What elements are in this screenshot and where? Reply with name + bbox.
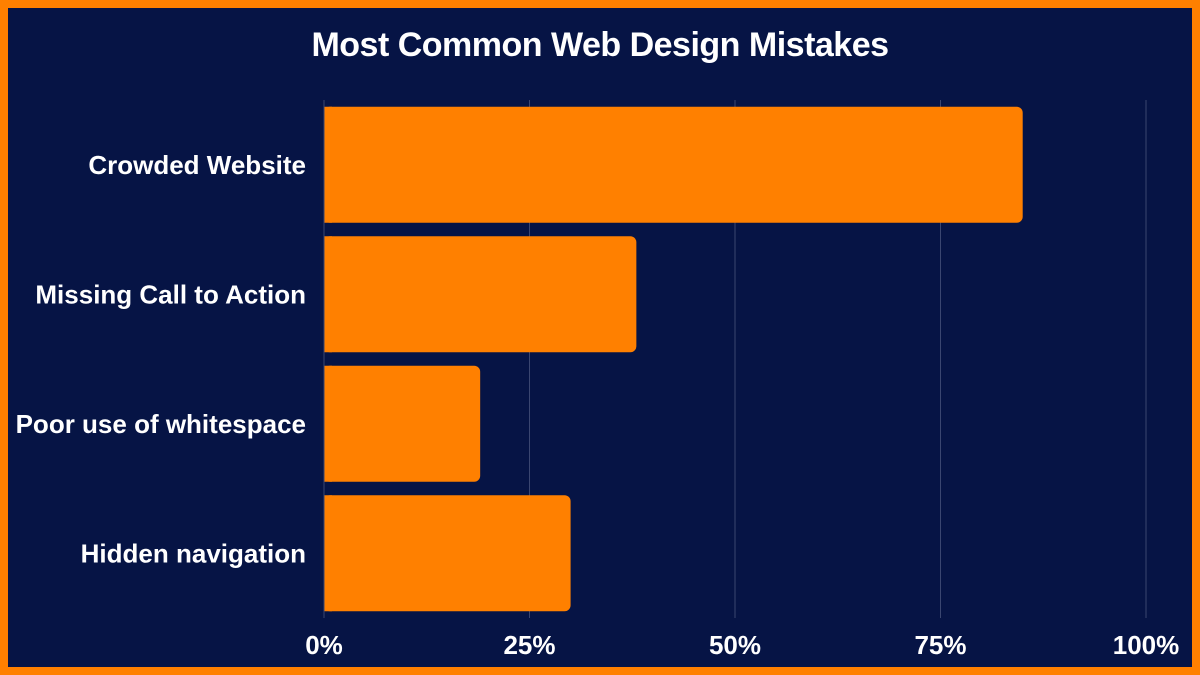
y-category-label: Missing Call to Action: [35, 279, 306, 309]
bar: [324, 495, 571, 612]
chart-frame: Most Common Web Design Mistakes 0% 25% 50%…: [8, 8, 1192, 667]
bar: [324, 236, 637, 353]
bar-left-edge: [324, 495, 332, 612]
y-category-label: Crowded Website: [88, 150, 306, 180]
x-tick-label: 75%: [914, 630, 966, 660]
x-tick-label: 50%: [709, 630, 761, 660]
chart-title: Most Common Web Design Mistakes: [311, 26, 889, 64]
bar-chart: 0% 25% 50% 75% 100% Crowded Website Missing Ca…: [16, 100, 1180, 660]
bar-left-edge: [324, 106, 332, 223]
y-category-label: Hidden navigation: [81, 538, 306, 568]
y-category-label: Poor use of whitespace: [16, 409, 306, 439]
bar-left-edge: [324, 365, 332, 482]
x-tick-label: 0%: [305, 630, 343, 660]
bar: [324, 365, 481, 482]
x-tick-label: 25%: [503, 630, 555, 660]
bar: [324, 106, 1023, 223]
x-tick-label: 100%: [1113, 630, 1180, 660]
bar-left-edge: [324, 236, 332, 353]
